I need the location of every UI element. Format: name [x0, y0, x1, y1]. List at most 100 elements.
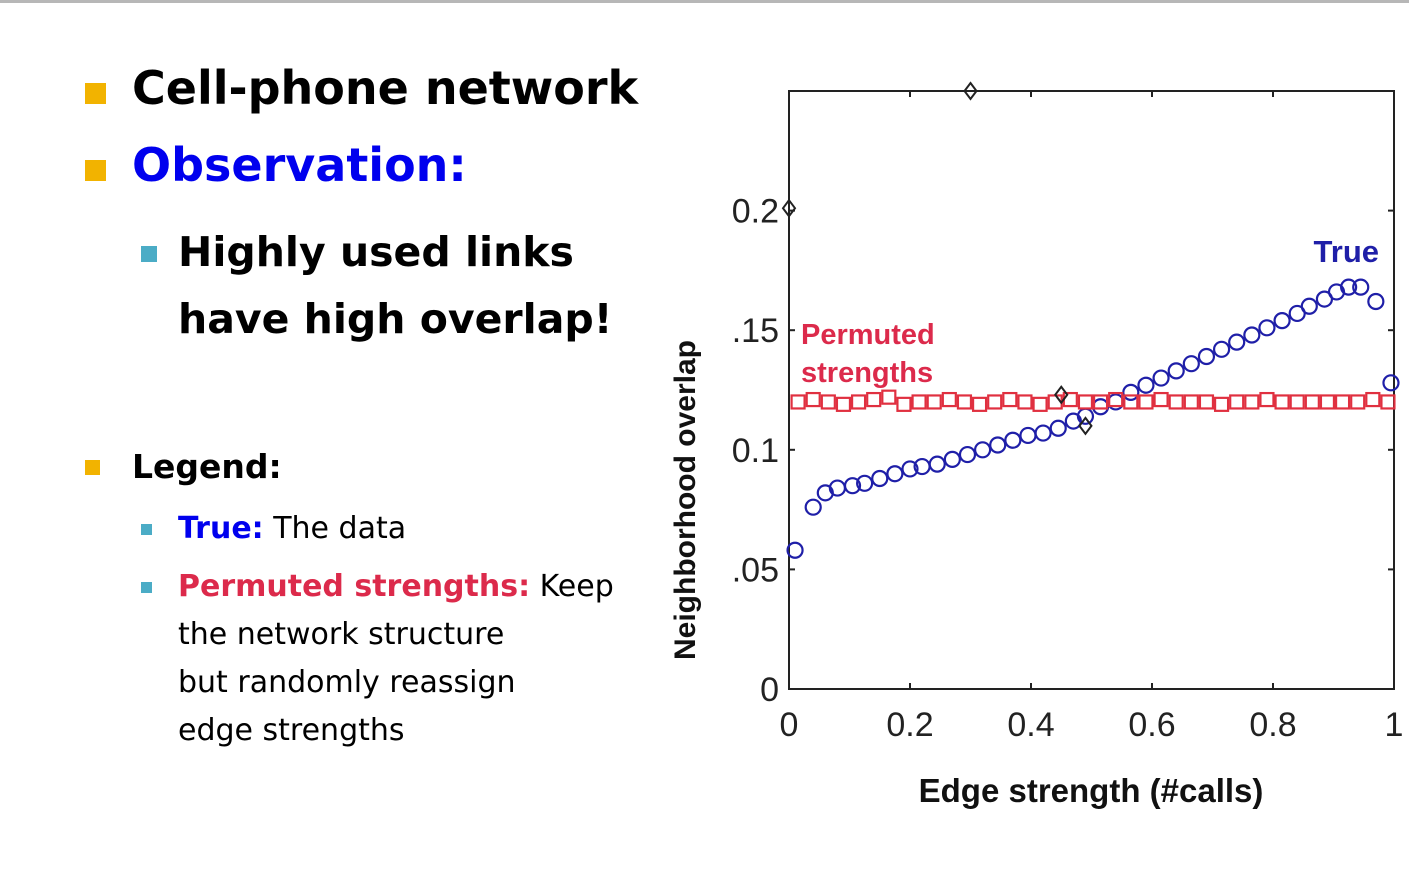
point-true: [1152, 369, 1170, 387]
x-tick-label: 0.6: [1128, 706, 1175, 744]
point-permuted-strengths: [1032, 396, 1048, 412]
bullet-marker: [85, 460, 100, 475]
point-true: [1034, 424, 1052, 442]
point-true: [1212, 340, 1231, 358]
point-permuted-strengths: [1213, 396, 1230, 412]
x-tick-label: 0: [780, 706, 799, 744]
legend-permuted-line: Permuted strengths: Keep: [178, 569, 614, 604]
y-tick-label: .05: [732, 551, 779, 589]
point-diamond: [781, 198, 797, 218]
point-permuted-strengths: [1244, 394, 1260, 410]
point-true: [1167, 362, 1185, 380]
point-true: [871, 469, 889, 488]
point-permuted-strengths: [1168, 394, 1184, 410]
y-tick-label: 0.1: [732, 432, 779, 470]
bullet-cell-phone-network: Cell-phone network: [132, 61, 639, 115]
x-tick-label: 0.8: [1249, 706, 1296, 744]
sub-bullet-line-2: have high overlap!: [178, 295, 613, 343]
point-permuted-strengths: [911, 394, 927, 410]
point-permuted-strengths: [1153, 391, 1169, 408]
point-true: [1182, 355, 1200, 373]
point-permuted-strengths: [941, 391, 957, 408]
point-true: [1122, 383, 1140, 401]
point-permuted-strengths: [926, 394, 942, 410]
point-true: [1340, 278, 1358, 296]
legend-permuted-desc-4: edge strengths: [178, 713, 405, 748]
y-tick-label: 0.2: [732, 193, 779, 231]
point-true: [886, 465, 904, 483]
point-true: [1137, 376, 1155, 394]
sub-bullet-marker: [141, 246, 157, 262]
x-tick-label: 0.2: [886, 706, 933, 744]
point-permuted-strengths: [1077, 394, 1094, 410]
point-permuted-strengths: [1319, 394, 1336, 410]
x-tick-label: 0.4: [1007, 706, 1054, 744]
point-permuted-strengths: [1198, 394, 1215, 410]
point-permuted-strengths: [1108, 391, 1124, 408]
point-permuted-strengths: [1183, 394, 1199, 410]
point-true: [1004, 431, 1022, 449]
plot-frame: [788, 90, 1395, 690]
point-permuted-strengths: [1123, 394, 1139, 410]
y-axis-label: Neighborhood overlap: [669, 340, 702, 660]
point-true: [958, 445, 977, 464]
point-permuted-strengths: [1138, 394, 1154, 410]
point-permuted-strengths: [866, 391, 882, 408]
point-true: [1382, 374, 1400, 392]
point-permuted-strengths: [1002, 391, 1018, 408]
point-true: [1367, 292, 1385, 311]
legend-true-desc: The data: [263, 511, 407, 546]
sub-bullet-marker: [141, 582, 152, 593]
y-tick-label: .15: [732, 312, 779, 350]
top-divider: [0, 0, 1409, 3]
annotation-permuted: Permuted: [801, 319, 935, 351]
point-true: [989, 436, 1007, 454]
point-true: [1049, 419, 1067, 437]
point-permuted-strengths: [1092, 394, 1109, 410]
point-permuted-strengths: [790, 394, 806, 410]
overlap-chart: 0 0.2 0.4 0.6 0.8 1 0 .05 0.1 .15 0.2 True Permute…: [669, 81, 1404, 809]
point-true: [928, 455, 946, 473]
point-permuted-strengths: [1334, 394, 1351, 410]
bullet-legend: Legend:: [132, 447, 282, 486]
x-tick-label: 1: [1385, 706, 1404, 744]
point-true: [1197, 347, 1216, 366]
annotation-true: True: [1314, 234, 1379, 269]
point-true: [1091, 398, 1110, 416]
point-permuted-strengths: [1380, 394, 1396, 410]
point-true: [1352, 278, 1370, 296]
sub-bullet-line-1: Highly used links: [178, 228, 574, 276]
y-tick-label: 0: [760, 671, 779, 709]
point-permuted-strengths: [956, 394, 973, 410]
point-true: [974, 441, 992, 459]
point-true: [1228, 333, 1246, 351]
point-permuted-strengths: [1365, 391, 1381, 408]
point-permuted-strengths: [987, 394, 1003, 410]
bullet-observation: Observation:: [132, 138, 467, 192]
point-true: [1258, 319, 1276, 337]
point-true: [1107, 393, 1125, 411]
point-permuted-strengths: [850, 394, 867, 410]
point-true: [943, 450, 961, 468]
point-true: [1019, 426, 1037, 445]
legend-true-label: True:: [178, 511, 264, 546]
point-permuted-strengths: [1289, 394, 1305, 410]
legend-permuted-label: Permuted strengths:: [178, 569, 531, 604]
point-permuted-strengths: [1350, 394, 1366, 410]
point-permuted-strengths: [1304, 394, 1320, 410]
point-permuted-strengths: [1274, 394, 1290, 410]
point-permuted-strengths: [835, 396, 852, 412]
point-permuted-strengths: [1017, 394, 1033, 410]
point-permuted-strengths: [1259, 391, 1275, 408]
point-permuted-strengths: [971, 396, 988, 412]
legend-permuted-desc: Keep: [530, 569, 614, 604]
point-true: [804, 498, 822, 516]
legend-permuted-desc-3: but randomly reassign: [178, 665, 516, 700]
legend-permuted-desc-2: the network structure: [178, 617, 505, 652]
x-axis-label: Edge strength (#calls): [919, 772, 1264, 809]
point-true: [901, 460, 919, 478]
point-true: [1300, 297, 1318, 315]
point-diamond: [1078, 416, 1093, 436]
bullet-marker: [85, 83, 106, 104]
point-true: [1243, 326, 1261, 344]
